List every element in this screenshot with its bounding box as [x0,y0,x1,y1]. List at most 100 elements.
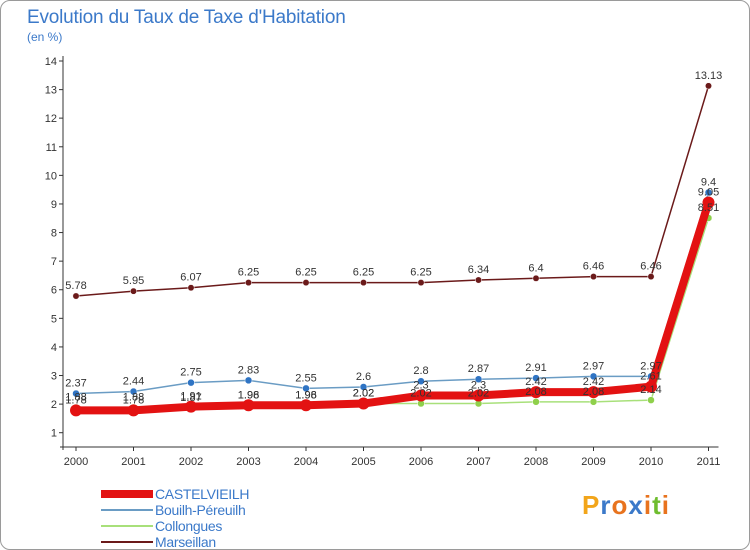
data-label-castelvieilh: 2.42 [583,376,604,388]
x-tick-label: 2003 [236,456,260,468]
data-label-marseillan: 6.4 [528,262,543,274]
data-label-bouilh-p-reuilh: 2.75 [180,367,201,379]
data-label-castelvieilh: 9.05 [698,187,719,199]
data-point-collongues [647,396,655,404]
data-point-castelvieilh [70,404,82,417]
data-point-collongues [532,398,540,406]
y-tick-label: 2 [51,399,57,411]
data-label-bouilh-p-reuilh: 2.8 [413,365,428,377]
data-point-marseillan [647,273,655,281]
data-label-marseillan: 6.46 [583,261,604,273]
data-point-castelvieilh [127,404,140,417]
data-point-marseillan [187,284,195,292]
data-label-marseillan: 5.95 [123,275,144,287]
data-label-castelvieilh: 1.78 [65,394,86,406]
y-tick-label: 14 [45,56,57,68]
data-point-bouilh-p-reuilh [129,387,138,396]
data-label-castelvieilh: 1.78 [123,394,144,406]
logo-letter: o [611,490,629,520]
logo-letter: r [600,490,612,520]
data-point-bouilh-p-reuilh [704,188,713,197]
x-tick-label: 2006 [409,456,433,468]
data-label-castelvieilh: 2.61 [640,371,661,383]
proxiti-logo: Proxiti [582,490,670,521]
legend-swatch [101,490,153,498]
logo-letter: x [628,490,644,520]
logo-letter: i [661,490,670,520]
data-point-castelvieilh [300,399,312,412]
legend-item-marseillan: Marseillan [101,534,361,549]
y-tick-label: 12 [45,113,57,125]
data-point-bouilh-p-reuilh [589,372,598,381]
data-point-bouilh-p-reuilh [359,383,368,391]
data-label-collongues: 2.02 [410,388,431,400]
data-label-castelvieilh: 1.91 [180,391,201,403]
logo-letter: P [582,490,601,520]
data-point-marseillan [245,279,252,287]
data-point-bouilh-p-reuilh [72,389,80,398]
data-label-marseillan: 6.07 [180,272,201,284]
legend-label: CASTELVIEILH [155,486,250,502]
logo-letter: t [652,490,662,520]
data-label-bouilh-p-reuilh: 2.97 [640,360,661,372]
logo-letter: i [643,490,653,520]
data-point-bouilh-p-reuilh [302,384,310,393]
data-label-bouilh-p-reuilh: 2.83 [238,364,259,376]
data-label-marseillan: 5.78 [65,280,86,292]
data-label-collongues: 1.96 [295,389,316,401]
legend-item-collongues: Collongues [101,518,361,534]
x-tick-label: 2002 [179,456,203,468]
data-label-bouilh-p-reuilh: 2.87 [468,363,489,375]
data-label-marseillan: 6.25 [295,267,316,279]
series-line-marseillan [75,85,710,297]
data-label-marseillan: 6.46 [640,261,661,273]
data-point-castelvieilh [242,399,255,412]
x-tick-label: 2008 [524,456,548,468]
x-tick-label: 2005 [351,456,375,468]
data-label-bouilh-p-reuilh: 2.44 [123,376,144,388]
data-point-castelvieilh [645,380,657,393]
data-label-bouilh-p-reuilh: 9.4 [701,177,716,189]
chart-title: Evolution du Taux de Taxe d'Habitation [27,7,346,28]
legend-item-bouilh-p-reuilh: Bouilh-Péreuilh [101,502,361,518]
y-tick-label: 9 [51,199,57,211]
data-point-castelvieilh [357,397,370,410]
chart-unit: (en %) [27,30,63,44]
data-label-marseillan: 6.25 [353,267,374,279]
legend-label: Collongues [155,518,223,534]
data-label-collongues: 2.08 [583,386,604,398]
legend-swatch [101,525,153,527]
data-point-marseillan [590,273,597,281]
x-tick-label: 2010 [639,456,663,468]
data-label-collongues: 8.51 [698,202,719,214]
data-label-collongues: 2.02 [468,388,489,400]
data-point-castelvieilh [415,389,427,402]
series-line-castelvieilh [72,198,713,415]
data-label-collongues: 1.88 [65,392,86,404]
data-point-castelvieilh [702,196,715,209]
data-point-bouilh-p-reuilh [244,376,253,385]
data-label-collongues: 1.88 [123,392,144,404]
x-tick-label: 2001 [121,456,145,468]
y-tick-label: 7 [51,256,57,268]
data-point-castelvieilh [472,389,485,402]
legend-item-castelvieilh: CASTELVIEILH [101,486,361,502]
data-point-bouilh-p-reuilh [474,375,483,383]
data-label-marseillan: 13.13 [695,70,723,82]
x-tick-label: 2009 [581,456,605,468]
data-label-castelvieilh: 2.02 [353,388,374,400]
data-point-castelvieilh [185,400,197,413]
data-label-castelvieilh: 1.98 [295,389,316,401]
data-point-marseillan [417,279,425,287]
y-tick-label: 6 [51,285,57,297]
data-label-marseillan: 6.25 [410,267,431,279]
data-point-marseillan [475,276,482,284]
data-label-marseillan: 6.34 [468,264,489,276]
data-label-castelvieilh: 2.3 [471,380,486,392]
data-label-castelvieilh: 2.42 [525,376,546,388]
data-point-marseillan [705,82,712,90]
data-point-marseillan [72,292,80,300]
x-tick-label: 2011 [697,456,721,468]
y-tick-label: 5 [51,313,57,325]
